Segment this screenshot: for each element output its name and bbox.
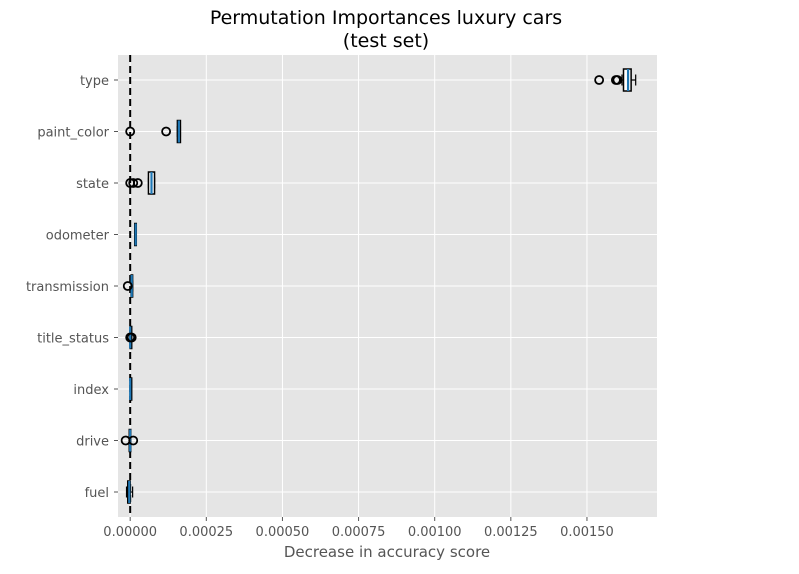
chart-title: Permutation Importances luxury cars [210, 7, 562, 29]
grid-lines [118, 55, 657, 517]
x-tick-label: 0.00075 [332, 525, 386, 540]
boxes-group [120, 68, 637, 504]
outlier-point [132, 178, 143, 188]
box-drive [120, 428, 139, 453]
x-axis: 0.00000 0.00025 0.00050 0.00075 0.00100 0.001… [103, 517, 614, 540]
y-tick-label: title_status [37, 332, 109, 347]
outlier-point [126, 332, 137, 343]
y-tick-label: transmission [26, 280, 109, 295]
y-tick-label: index [73, 383, 109, 398]
y-tick-label: state [76, 177, 109, 192]
box-fuel [125, 480, 134, 504]
outlier-point [128, 178, 139, 188]
chart-subtitle: (test set) [343, 30, 429, 52]
x-tick-label: 0.00025 [179, 525, 233, 540]
y-tick-label: odometer [46, 229, 110, 244]
outlier-point [128, 435, 139, 446]
outlier-point [122, 281, 133, 291]
y-tick-label: fuel [85, 486, 109, 501]
box-transmission [122, 274, 134, 298]
outlier-point [612, 75, 623, 85]
box-type [594, 68, 637, 92]
outlier-point [594, 75, 605, 85]
x-tick-label: 0.00000 [103, 525, 157, 540]
outlier-point [161, 126, 172, 137]
box-state [125, 171, 156, 195]
y-tick-label: type [80, 74, 109, 89]
box-odometer [133, 222, 138, 247]
box-title-status [125, 325, 137, 350]
y-tick-label: paint_color [37, 126, 109, 141]
box-paint-color [125, 119, 182, 144]
x-tick-label: 0.00100 [408, 525, 462, 540]
y-tick-label: drive [76, 435, 109, 450]
outlier-point [125, 126, 136, 137]
x-tick-label: 0.00050 [256, 525, 310, 540]
x-axis-label: Decrease in accuracy score [284, 543, 490, 561]
x-tick-label: 0.00125 [484, 525, 538, 540]
x-tick-label: 0.00150 [560, 525, 614, 540]
box-index [129, 377, 133, 401]
